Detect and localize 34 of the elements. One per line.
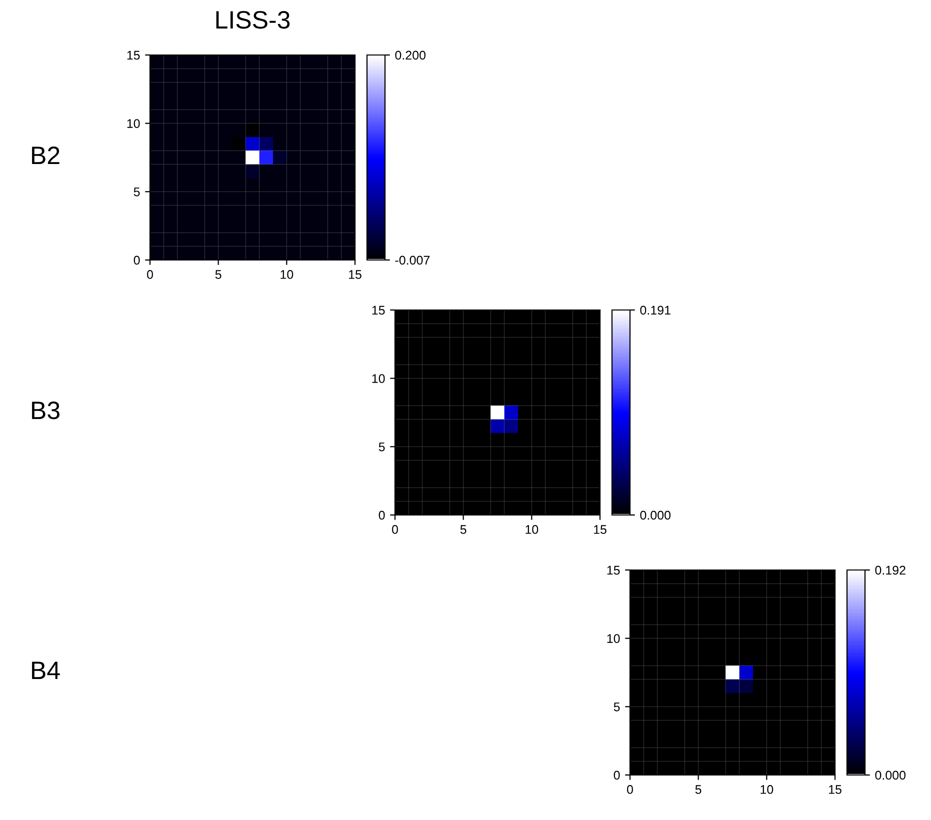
- x-tick-label: 5: [695, 785, 702, 794]
- x-tick-label: 15: [594, 525, 606, 534]
- y-axis-title: B3: [32, 402, 60, 420]
- x-tick-label: 15: [349, 270, 362, 279]
- y-tick-label: 15: [607, 566, 620, 575]
- color-bar-label: 0.191: [640, 306, 670, 315]
- chart-title: LISS-3: [216, 11, 290, 29]
- x-tick-label: 10: [760, 785, 774, 794]
- y-tick-label: 10: [127, 119, 140, 128]
- color-bar-label: -0.007: [395, 256, 430, 265]
- y-tick-label: 15: [127, 50, 140, 60]
- y-axis-title: B4: [32, 662, 60, 679]
- y-tick-label: 10: [607, 634, 620, 643]
- x-tick-label: 15: [829, 785, 842, 794]
- x-tick-label: 0: [627, 785, 633, 794]
- color-bar-label: 0.000: [875, 770, 906, 780]
- y-tick-label: 0: [378, 510, 385, 520]
- y-tick-label: 0: [134, 256, 140, 265]
- y-tick-label: 15: [372, 306, 385, 315]
- y-axis-title: B2: [32, 146, 60, 164]
- color-bar-label: 0.000: [640, 510, 671, 520]
- x-tick-label: 0: [147, 270, 153, 279]
- x-tick-label: 10: [280, 270, 294, 279]
- y-tick-label: 5: [378, 442, 385, 452]
- x-tick-label: 5: [215, 270, 222, 279]
- y-tick-label: 0: [614, 770, 620, 780]
- x-tick-label: 0: [392, 525, 398, 534]
- y-tick-label: 10: [372, 374, 385, 383]
- color-bar-label: 0.200: [395, 50, 426, 60]
- x-tick-label: 5: [460, 525, 466, 534]
- color-bar-label: 0.192: [875, 566, 906, 575]
- y-tick-label: 5: [134, 188, 140, 196]
- y-tick-label: 5: [614, 702, 620, 712]
- x-tick-label: 10: [526, 525, 538, 534]
